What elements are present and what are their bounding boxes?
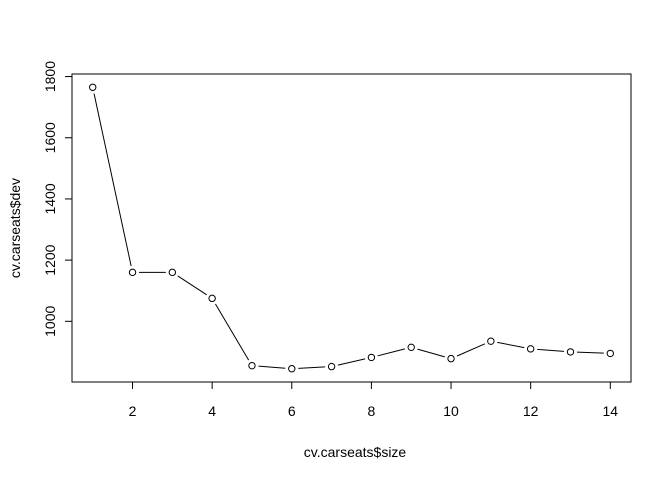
x-tick-label: 8 (368, 403, 376, 419)
data-point (89, 83, 97, 91)
series-line-segment (537, 348, 565, 352)
data-point (208, 294, 216, 303)
series-line-segment (576, 351, 604, 354)
series-layer (89, 83, 614, 373)
x-tick-label: 12 (523, 403, 539, 419)
series-line-segment (417, 348, 445, 358)
series-line-segment (377, 348, 406, 357)
x-tick-label: 4 (208, 403, 216, 419)
data-point (288, 365, 296, 373)
series-line-segment (258, 365, 286, 369)
data-point (168, 268, 177, 277)
data-point (487, 337, 495, 345)
x-axis-label: cv.carseats$size (304, 444, 407, 460)
data-point (606, 349, 614, 358)
x-tick-label: 6 (288, 403, 296, 419)
data-point (407, 343, 415, 352)
x-axis: 2 4 6 8 10 12 14 (129, 381, 619, 419)
series-line-segment (337, 358, 366, 366)
series-line-segment (456, 343, 486, 357)
data-point (327, 362, 336, 371)
series-line-segment (497, 341, 525, 349)
series-line-segment (215, 303, 250, 361)
y-axis: 1000 1200 1400 1600 1800 (42, 61, 73, 337)
x-tick-label: 10 (443, 403, 459, 419)
y-tick-label: 1000 (42, 306, 58, 337)
series-line-segment (93, 93, 132, 267)
series-line-segment (298, 366, 326, 369)
y-tick-label: 1600 (42, 122, 58, 153)
y-tick-label: 1400 (42, 183, 58, 214)
data-point (248, 361, 256, 370)
data-point (526, 345, 535, 353)
data-point (566, 348, 575, 356)
series-line-segment (177, 275, 207, 296)
data-point (128, 268, 137, 277)
y-axis-label: cv.carseats$dev (7, 178, 23, 278)
x-tick-label: 14 (603, 403, 619, 419)
y-tick-label: 1200 (42, 244, 58, 275)
x-tick-label: 2 (129, 403, 137, 419)
y-tick-label: 1800 (42, 61, 58, 92)
data-point (367, 353, 376, 362)
data-point (447, 354, 455, 363)
